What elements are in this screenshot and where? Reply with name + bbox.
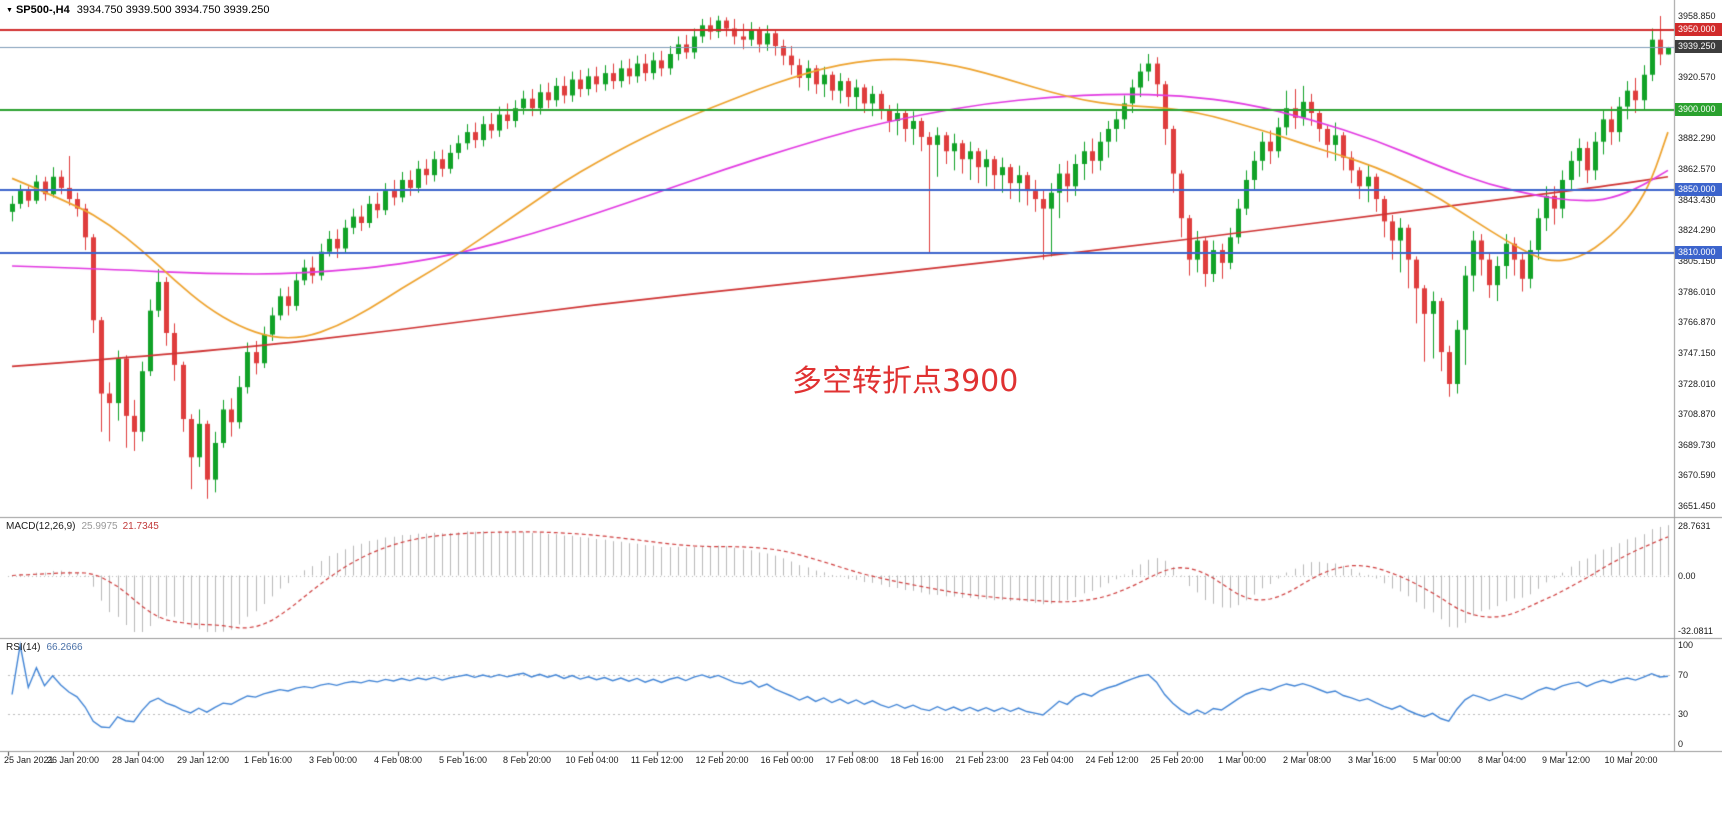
macd-label-row: MACD(12,26,9) 25.9975 21.7345 [6,521,159,532]
ohlc-readout: 3934.750 3939.500 3934.750 3939.250 [76,4,270,16]
price-axis-label: 3920.570 [1678,72,1716,82]
price-axis-label: 3958.850 [1678,11,1716,21]
time-axis-label: 29 Jan 12:00 [176,755,230,765]
time-axis-label: 24 Feb 12:00 [1085,755,1139,765]
time-axis-label: 5 Mar 00:00 [1412,755,1462,765]
time-axis-label: 1 Feb 16:00 [243,755,293,765]
annotation-text[interactable]: 多空转折点3900 [792,364,1019,399]
rsi-axis-100: 100 [1678,640,1694,650]
time-axis-label: 8 Feb 20:00 [502,755,552,765]
time-axis-label: 12 Feb 20:00 [695,755,749,765]
price-axis-label: 3651.450 [1678,501,1716,511]
price-axis-label: 3843.430 [1678,195,1716,205]
time-axis-label: 17 Feb 08:00 [825,755,879,765]
rsi-label-row: RSI(14) 66.2666 [6,642,83,653]
time-axis-label: 21 Feb 23:00 [955,755,1009,765]
symbol-period-label: SP500-,H4 [15,4,70,16]
time-axis-label: 25 Jan 2021 [4,755,54,765]
price-level-badge[interactable]: 3939.250 [1675,40,1722,53]
price-axis-label: 3747.150 [1678,348,1716,358]
price-axis-label: 3882.290 [1678,133,1716,143]
time-axis-label: 10 Feb 04:00 [565,755,619,765]
rsi-axis-30: 30 [1678,709,1689,719]
rsi-value: 66.2666 [46,642,83,653]
price-axis-label: 3708.870 [1678,409,1716,419]
price-axis-label: 3824.290 [1678,225,1716,235]
price-axis-label: 3689.730 [1678,440,1716,450]
time-axis-label: 25 Feb 20:00 [1150,755,1204,765]
rsi-axis-70: 70 [1678,670,1689,680]
time-axis-label: 3 Feb 00:00 [308,755,358,765]
price-level-badge[interactable]: 3950.000 [1675,23,1722,36]
time-axis-label: 5 Feb 16:00 [438,755,488,765]
rsi-indicator-label: RSI(14) [6,642,41,653]
price-axis-label: 3805.150 [1678,256,1716,266]
price-axis-label: 3728.010 [1678,379,1716,389]
macd-axis-zero: 0.00 [1678,571,1696,581]
macd-indicator-label: MACD(12,26,9) [6,521,76,532]
macd-axis-min: -32.0811 [1678,626,1713,636]
time-axis-label: 2 Mar 08:00 [1282,755,1332,765]
price-axis-label: 3670.590 [1678,470,1716,480]
time-axis-label: 10 Mar 20:00 [1604,755,1658,765]
time-axis-label: 16 Feb 00:00 [760,755,814,765]
time-axis-label: 28 Jan 04:00 [111,755,165,765]
time-axis-label: 4 Feb 08:00 [373,755,423,765]
time-axis-label: 11 Feb 12:00 [630,755,684,765]
macd-signal-value: 21.7345 [122,521,159,532]
time-axis-label: 8 Mar 04:00 [1477,755,1527,765]
price-axis-label: 3862.570 [1678,164,1716,174]
time-axis-label: 26 Jan 20:00 [46,755,100,765]
time-axis-label: 18 Feb 16:00 [890,755,944,765]
chart-title: ▼ SP500-,H4 3934.750 3939.500 3934.750 393… [6,4,269,16]
price-level-badge[interactable]: 3810.000 [1675,246,1722,259]
price-axis-label: 3766.870 [1678,317,1716,327]
price-axis-label: 3786.010 [1678,287,1716,297]
time-axis-label: 1 Mar 00:00 [1217,755,1267,765]
macd-value: 25.9975 [81,521,118,532]
time-axis-label: 3 Mar 16:00 [1347,755,1397,765]
price-level-badge[interactable]: 3900.000 [1675,103,1722,116]
symbol-marker-icon: ▼ [6,7,13,14]
rsi-axis-0: 0 [1678,739,1684,749]
time-axis-label: 9 Mar 12:00 [1541,755,1591,765]
time-axis-label: 23 Feb 04:00 [1020,755,1074,765]
price-level-badge[interactable]: 3850.000 [1675,183,1722,196]
macd-axis-max: 28.7631 [1678,521,1711,531]
